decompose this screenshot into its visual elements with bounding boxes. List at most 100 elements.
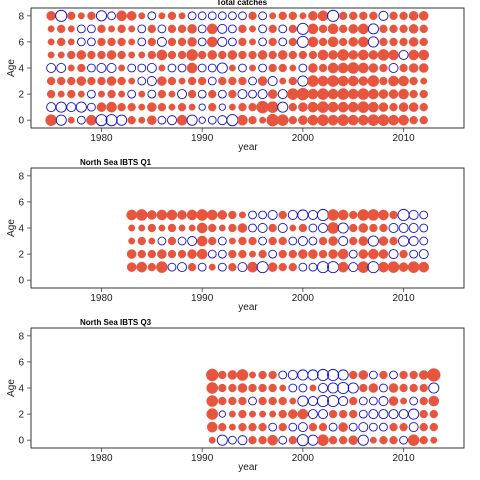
bubble-positive: [327, 62, 339, 74]
bubble-positive: [227, 50, 238, 60]
bubble-positive: [157, 89, 167, 99]
bubble-positive: [379, 37, 388, 47]
bubble-positive: [208, 223, 217, 233]
bubble-negative: [156, 36, 167, 47]
bubble-negative: [298, 63, 308, 73]
bubble-positive: [347, 62, 360, 74]
bubble-negative: [256, 261, 269, 274]
bubble-positive: [327, 36, 339, 48]
bubble-positive: [288, 262, 298, 272]
bubble-negative: [87, 102, 96, 112]
bubble-positive: [318, 37, 328, 47]
bubble-positive: [196, 235, 208, 247]
bubble-positive: [388, 383, 399, 393]
bubble-negative: [298, 383, 308, 393]
bubble-negative: [167, 262, 177, 272]
bubble-positive: [106, 76, 117, 86]
bubble-negative: [106, 63, 117, 74]
bubble-positive: [47, 38, 55, 46]
bubble-negative: [307, 434, 319, 446]
bubble-negative: [368, 409, 379, 420]
bubble-positive: [327, 88, 339, 100]
bubble-positive: [328, 236, 338, 246]
bubble-positive: [248, 102, 257, 112]
bubble-negative: [137, 76, 147, 86]
bubble-negative: [318, 222, 329, 233]
bubble-negative: [316, 261, 330, 274]
bubble-positive: [379, 370, 388, 380]
bubble-positive: [298, 115, 308, 125]
bubble-positive: [307, 114, 319, 126]
bubble-positive: [277, 50, 288, 60]
y-tick-label: 2: [18, 90, 24, 101]
bubble-positive: [338, 435, 348, 445]
bubble-positive: [368, 50, 379, 60]
bubble-negative: [127, 63, 137, 73]
bubble-negative: [308, 223, 318, 233]
bubble-positive: [228, 210, 237, 220]
bubble-positive: [157, 102, 167, 112]
bubble-positive: [288, 37, 298, 47]
bubble-positive: [206, 408, 219, 420]
bubble-positive: [206, 209, 218, 221]
bubble-positive: [47, 51, 55, 59]
bubble-positive: [196, 248, 208, 260]
bubble-positive: [430, 436, 438, 444]
bubble-positive: [228, 76, 237, 86]
x-tick-label: 2000: [292, 453, 315, 464]
bubble-positive: [308, 11, 318, 21]
bubble-negative: [257, 89, 268, 100]
bubble-positive: [156, 49, 168, 61]
bubble-positive: [357, 36, 369, 48]
bubble-negative: [147, 11, 157, 21]
bubble-positive: [348, 435, 359, 445]
bubble-positive: [228, 383, 237, 393]
bubble-negative: [147, 89, 157, 99]
bubble-positive: [368, 383, 379, 393]
bubble-positive: [367, 114, 380, 127]
bubble-positive: [419, 89, 428, 99]
bubble-series: [126, 208, 430, 274]
bubble-negative: [258, 24, 267, 34]
bubble-positive: [67, 25, 75, 33]
bubble-positive: [278, 422, 287, 432]
bubble-positive: [208, 436, 216, 444]
bubble-negative: [75, 101, 87, 113]
bubble-negative: [297, 369, 309, 381]
bubble-positive: [128, 237, 136, 245]
bubble-negative: [379, 422, 388, 432]
bubble-positive: [98, 90, 105, 98]
bubble-positive: [167, 11, 177, 21]
bubble-negative: [197, 37, 207, 47]
bubble-positive: [427, 368, 441, 382]
bubble-negative: [187, 11, 197, 21]
bubble-negative: [298, 262, 308, 272]
bubble-positive: [307, 36, 319, 48]
bubble-positive: [177, 249, 187, 259]
x-tick-label: 2000: [292, 133, 315, 144]
bubble-positive: [307, 88, 319, 100]
x-tick-label: 1980: [90, 453, 113, 464]
bubble-positive: [337, 261, 349, 273]
bubble-positive: [419, 383, 428, 393]
bubble-positive: [206, 421, 218, 433]
bubble-positive: [166, 209, 178, 221]
bubble-negative: [258, 236, 267, 246]
bubble-positive: [228, 249, 237, 259]
bubble-positive: [368, 101, 379, 113]
bubble-positive: [197, 76, 207, 86]
bubble-positive: [206, 36, 218, 48]
bubble-positive: [288, 102, 298, 112]
bubble-positive: [349, 223, 358, 233]
chart-title: North Sea IBTS Q3: [80, 318, 152, 327]
bubble-positive: [135, 209, 148, 221]
bubble-positive: [197, 50, 207, 60]
bubble-positive: [398, 262, 409, 272]
bubble-positive: [328, 409, 338, 419]
bubble-positive: [419, 409, 428, 419]
bubble-positive: [67, 38, 75, 46]
bubble-positive: [228, 89, 237, 99]
bubble-negative: [287, 369, 298, 380]
bubble-positive: [138, 103, 146, 111]
